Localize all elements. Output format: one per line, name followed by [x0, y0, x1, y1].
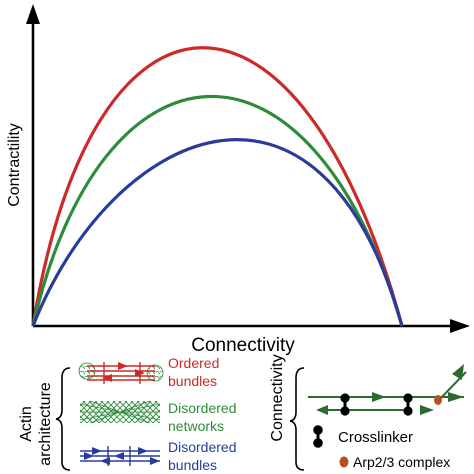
legend-networks-line1: Disordered — [168, 400, 236, 416]
ordered-bundles-icon — [78, 362, 164, 384]
curve-ordered-bundles — [31, 46, 404, 327]
connectivity-title: Connectivity — [269, 354, 286, 441]
legend-networks-line2: networks — [168, 418, 224, 434]
legend-bundles-line2: bundles — [168, 457, 217, 473]
legend-ordered-line2: bundles — [168, 373, 217, 389]
disordered-networks-icon — [79, 400, 161, 424]
arp-complex-icon — [339, 456, 349, 468]
crosslinker-icon — [313, 425, 323, 448]
y-axis — [26, 4, 40, 326]
y-axis-arrow-icon — [26, 4, 40, 24]
filament-network-icon — [308, 364, 467, 415]
curve-disordered-bundles — [31, 138, 404, 327]
network-arp-complex — [434, 395, 442, 405]
curve-disordered-networks — [31, 94, 404, 327]
crosslinker-label: Crosslinker — [338, 429, 413, 446]
actin-architecture-legend: Actin architecture — [18, 355, 236, 473]
connectivity-legend: Connectivity — [269, 354, 467, 471]
disordered-bundles-icon — [80, 446, 160, 466]
x-axis-arrow-icon — [450, 319, 470, 333]
connectivity-brace — [289, 367, 305, 471]
x-axis-label: Connectivity — [191, 335, 295, 356]
legend-ordered-line1: Ordered — [168, 355, 219, 371]
actin-title-line2: architecture — [37, 382, 54, 466]
network-crosslinkers — [340, 393, 413, 416]
actin-brace — [55, 367, 71, 471]
arp-complex-label: Arp2/3 complex — [353, 454, 450, 470]
y-axis-label: Contractility — [6, 123, 23, 207]
curves — [31, 46, 404, 327]
x-axis — [33, 319, 470, 333]
legend-bundles-line1: Disordered — [168, 439, 236, 455]
actin-title-line1: Actin — [18, 406, 35, 442]
